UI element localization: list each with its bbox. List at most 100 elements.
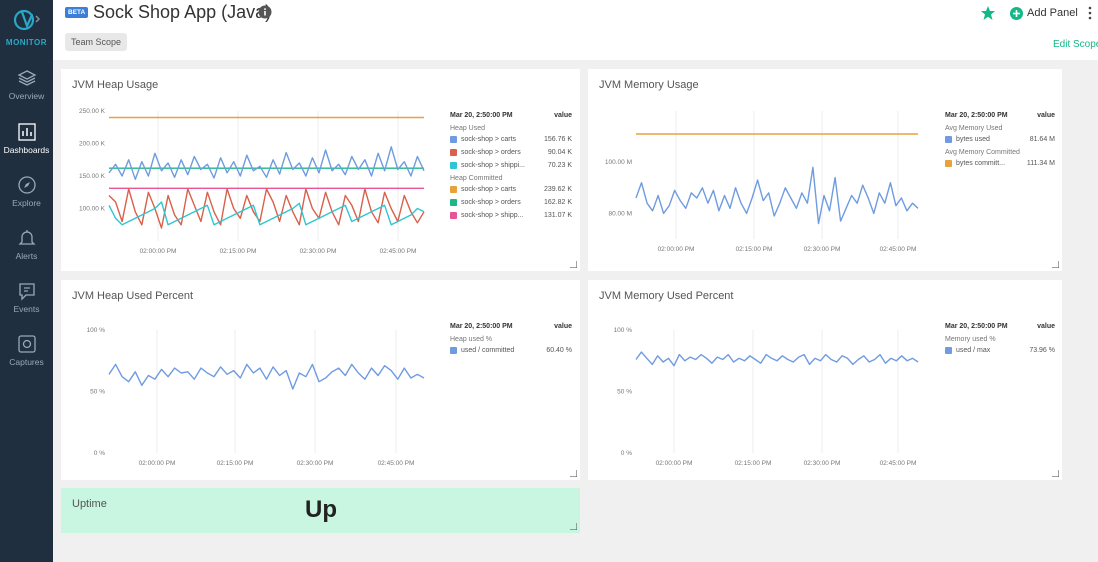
series-line (635, 166, 919, 225)
legend-row[interactable]: used / max 73.96 % (945, 347, 1055, 354)
x-tick-label: 02:00:00 PM (140, 248, 177, 255)
nav-explore[interactable]: Explore (0, 175, 53, 208)
y-tick-label: 100 % (87, 327, 106, 334)
add-circle-icon (1010, 6, 1023, 20)
edit-scope-link[interactable]: Edit Scope (1053, 39, 1098, 50)
nav-label-overview: Overview (8, 91, 45, 101)
legend-label: used / max (956, 347, 991, 354)
nav-label-dashboards: Dashboards (3, 145, 50, 155)
resize-handle-icon[interactable] (570, 470, 577, 477)
legend-timestamp: Mar 20, 2:50:00 PM (945, 112, 1008, 119)
legend-label: sock-shop > orders (461, 149, 521, 156)
legend-row[interactable]: sock-shop > shipp... 131.07 K (450, 212, 572, 219)
more-options-icon[interactable] (1086, 5, 1094, 21)
legend-label: used / committed (461, 347, 515, 354)
x-tick-label: 02:45:00 PM (880, 460, 917, 467)
legend-row[interactable]: bytes used 81.64 M (945, 136, 1055, 143)
legend-value: 239.62 K (543, 186, 572, 193)
legend-label: sock-shop > orders (461, 199, 521, 206)
y-tick-label: 50 % (617, 389, 632, 396)
legend-label: sock-shop > shipp... (461, 212, 524, 219)
resize-handle-icon[interactable] (570, 523, 577, 530)
y-tick-label: 0 % (621, 450, 632, 457)
legend-value-header: value (554, 323, 572, 330)
legend-row[interactable]: sock-shop > shippi... 70.23 K (450, 162, 572, 169)
legend-label: sock-shop > carts (461, 136, 517, 143)
resize-handle-icon[interactable] (1052, 261, 1059, 268)
favorite-star-icon[interactable] (980, 5, 996, 21)
panel-title: Uptime (72, 498, 107, 510)
legend-group-heap-used: Heap Used (450, 125, 486, 132)
nav-events[interactable]: Events (0, 281, 53, 314)
y-tick-label: 100.00 K (79, 206, 106, 213)
legend-row[interactable]: sock-shop > orders 90.04 K (450, 149, 572, 156)
series-line (108, 363, 425, 390)
x-tick-label: 02:30:00 PM (300, 248, 337, 255)
legend-group-heap-used-percent: Heap used % (450, 336, 493, 343)
alerts-icon (17, 230, 36, 245)
legend-row[interactable]: sock-shop > orders 162.82 K (450, 199, 572, 206)
legend-label: sock-shop > carts (461, 186, 517, 193)
legend-label: sock-shop > shippi... (461, 162, 526, 169)
heap-percent-legend: Mar 20, 2:50:00 PM value Heap used % used… (450, 323, 572, 360)
captures-icon (17, 335, 36, 353)
brand[interactable]: MONITOR (0, 6, 53, 54)
legend-value: 162.82 K (543, 199, 572, 206)
y-tick-label: 250.00 K (79, 108, 106, 115)
dashboards-icon (17, 123, 36, 141)
legend-value: 111.34 M (1026, 160, 1055, 167)
legend-swatch (450, 186, 457, 193)
info-icon[interactable] (258, 5, 272, 19)
nav-label-captures: Captures (9, 357, 44, 367)
legend-row[interactable]: bytes committ... 111.34 M (945, 160, 1055, 167)
team-scope-chip[interactable]: Team Scope (65, 33, 128, 51)
add-panel-button[interactable]: Add Panel (1010, 5, 1078, 21)
y-tick-label: 50 % (90, 389, 105, 396)
legend-row[interactable]: sock-shop > carts 239.62 K (450, 186, 572, 193)
panel-jvm-heap-used-percent: JVM Heap Used Percent 100 % 50 % 0 % 02:00:… (61, 280, 580, 480)
memory-percent-chart: 100 % 50 % 0 % 02:00:00 PM 02:15:00 PM 02:30:… (614, 327, 919, 467)
legend-timestamp: Mar 20, 2:50:00 PM (450, 323, 513, 330)
legend-timestamp: Mar 20, 2:50:00 PM (450, 112, 513, 119)
overview-icon (17, 70, 36, 86)
legend-timestamp: Mar 20, 2:50:00 PM (945, 323, 1008, 330)
nav-captures[interactable]: Captures (0, 334, 53, 367)
legend-group-avg-memory-used: Avg Memory Used (945, 125, 1003, 132)
resize-handle-icon[interactable] (570, 261, 577, 268)
panel-uptime: Uptime Up (61, 488, 580, 533)
legend-row[interactable]: used / committed 60.40 % (450, 347, 572, 354)
legend-swatch (450, 212, 457, 219)
nav-alerts[interactable]: Alerts (0, 228, 53, 261)
nav-label-events: Events (13, 304, 40, 314)
legend-swatch (450, 199, 457, 206)
memory-usage-legend: Mar 20, 2:50:00 PM value Avg Memory Used … (945, 112, 1055, 173)
panel-jvm-memory-usage: JVM Memory Usage 100.00 M 80.00 M 02:00:00… (588, 69, 1062, 271)
legend-swatch (945, 347, 952, 354)
legend-value: 60.40 % (546, 347, 572, 354)
nav-overview[interactable]: Overview (0, 68, 53, 101)
panel-jvm-heap-usage: JVM Heap Usage 250.00 K 200.00 K 150.00 K 1… (61, 69, 580, 271)
x-tick-label: 02:00:00 PM (658, 246, 695, 253)
x-tick-label: 02:00:00 PM (139, 460, 176, 467)
resize-handle-icon[interactable] (1052, 470, 1059, 477)
x-tick-label: 02:15:00 PM (217, 460, 254, 467)
x-tick-label: 02:30:00 PM (804, 460, 841, 467)
legend-group-heap-committed: Heap Committed (450, 175, 503, 182)
heap-usage-chart: 250.00 K 200.00 K 150.00 K 100.00 K 02:00:00… (79, 108, 425, 255)
y-tick-label: 150.00 K (79, 173, 106, 180)
y-tick-label: 100.00 M (605, 159, 632, 166)
x-tick-label: 02:15:00 PM (735, 460, 772, 467)
legend-value: 70.23 K (547, 162, 572, 169)
memory-percent-legend: Mar 20, 2:50:00 PM value Memory used % us… (945, 323, 1055, 360)
panel-title: JVM Heap Usage (72, 79, 159, 91)
series-line (108, 146, 425, 181)
legend-label: bytes used (956, 136, 990, 143)
add-panel-label: Add Panel (1027, 7, 1078, 19)
legend-row[interactable]: sock-shop > carts 156.76 K (450, 136, 572, 143)
legend-value-header: value (554, 112, 572, 119)
nav-dashboards[interactable]: Dashboards (0, 122, 53, 155)
legend-swatch (450, 149, 457, 156)
beta-badge: BETA (65, 7, 89, 18)
y-tick-label: 0 % (94, 450, 105, 457)
x-tick-label: 02:30:00 PM (804, 246, 841, 253)
